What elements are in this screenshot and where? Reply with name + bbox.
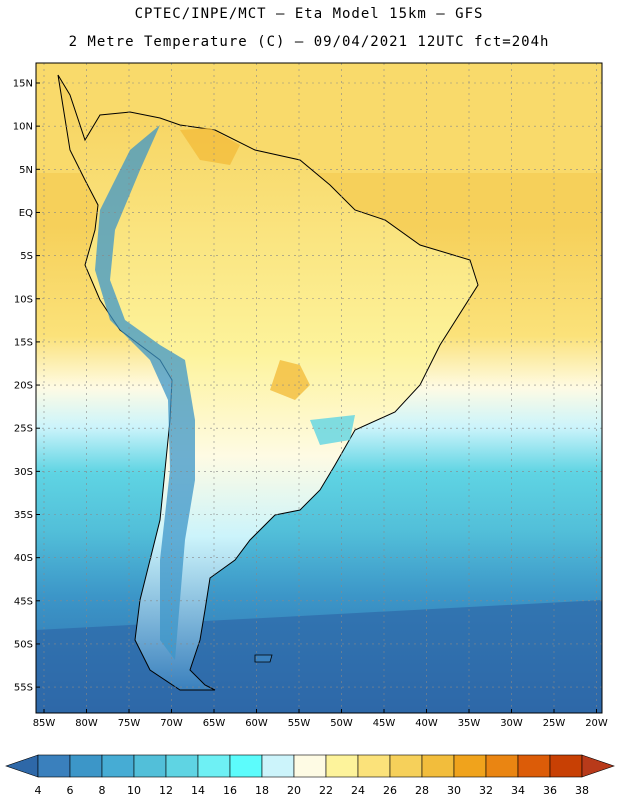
southeast-cool-spot	[310, 415, 355, 445]
lat-label: EQ	[19, 208, 33, 219]
map-area	[36, 63, 602, 713]
colorbar-label: 28	[415, 784, 429, 797]
colorbar-swatch	[485, 754, 519, 778]
colorbar-label: 32	[479, 784, 493, 797]
lon-label: 50W	[330, 718, 353, 729]
colorbar-swatch	[37, 754, 71, 778]
lon-label: 40W	[415, 718, 438, 729]
lat-label: 55S	[14, 683, 33, 694]
lat-label: 25S	[14, 424, 33, 435]
graticule	[36, 63, 602, 713]
lat-label: 10N	[13, 122, 33, 133]
lon-label: 65W	[203, 718, 226, 729]
colorbar-swatch	[69, 754, 103, 778]
colorbar-label: 12	[159, 784, 173, 797]
colorbar-swatch	[101, 754, 135, 778]
lat-label: 45S	[14, 596, 33, 607]
colorbar-label: 10	[127, 784, 141, 797]
lon-label: 75W	[118, 718, 141, 729]
lat-label: 5S	[20, 251, 33, 262]
colorbar-arrow-high	[581, 754, 615, 778]
colorbar-label: 26	[383, 784, 397, 797]
lon-label: 30W	[500, 718, 523, 729]
lat-label: 15N	[13, 79, 33, 90]
lat-label: 50S	[14, 639, 33, 650]
colorbar-swatch	[293, 754, 327, 778]
lon-label: 35W	[458, 718, 481, 729]
colorbar-swatch	[197, 754, 231, 778]
colorbar-label: 36	[543, 784, 557, 797]
colorbar-label: 4	[35, 784, 42, 797]
colorbar: 4 6 8 10 12 14 16 18 20 22 24 26 28 30 32 34 36 38	[5, 754, 615, 797]
colorbar-label: 24	[351, 784, 365, 797]
lat-label: 10S	[14, 294, 33, 305]
title-line-2: 2 Metre Temperature (C) – 09/04/2021 12U…	[68, 34, 550, 50]
colorbar-swatch	[389, 754, 423, 778]
colorbar-swatch	[517, 754, 551, 778]
longitude-axis: 85W 80W 75W 70W 65W 60W 55W 50W 45W 40W 35W 30W 25W 2…	[33, 709, 608, 729]
north-warm-spot	[180, 128, 240, 165]
lon-label: 85W	[33, 718, 56, 729]
colorbar-swatch	[453, 754, 487, 778]
latitude-axis: 15N 10N 5N EQ 5S 10S 15S 20S 25S 30S 35S 40S 45S 50S 5…	[13, 79, 40, 694]
map-frame	[35, 62, 603, 714]
colorbar-swatch	[549, 754, 583, 778]
colorbar-label: 20	[287, 784, 301, 797]
colorbar-swatch	[261, 754, 295, 778]
andes-cold-strip	[95, 125, 195, 660]
colorbar-swatch	[325, 754, 359, 778]
lon-label: 80W	[75, 718, 98, 729]
lat-label: 20S	[14, 381, 33, 392]
central-warm-spot	[270, 360, 310, 400]
lon-label: 45W	[373, 718, 396, 729]
colorbar-label: 6	[67, 784, 74, 797]
colorbar-label: 18	[255, 784, 269, 797]
colorbar-swatch	[165, 754, 199, 778]
colorbar-label: 14	[191, 784, 205, 797]
colorbar-label: 22	[319, 784, 333, 797]
lon-label: 70W	[160, 718, 183, 729]
colorbar-swatch	[133, 754, 167, 778]
colorbar-label: 16	[223, 784, 237, 797]
colorbar-label: 30	[447, 784, 461, 797]
colorbar-swatch	[229, 754, 263, 778]
falkland-islands	[254, 654, 273, 663]
lon-label: 60W	[245, 718, 268, 729]
lat-label: 15S	[14, 337, 33, 348]
colorbar-swatch	[421, 754, 455, 778]
lat-label: 5N	[19, 165, 33, 176]
lat-label: 35S	[14, 510, 33, 521]
colorbar-swatch	[357, 754, 391, 778]
colorbar-label: 8	[99, 784, 106, 797]
lon-label: 55W	[288, 718, 311, 729]
colorbar-arrow-low	[5, 754, 39, 778]
lon-label: 25W	[543, 718, 566, 729]
lon-label: 20W	[585, 718, 608, 729]
lat-label: 30S	[14, 467, 33, 478]
colorbar-label: 38	[575, 784, 589, 797]
title-line-1: CPTEC/INPE/MCT – Eta Model 15km – GFS	[134, 6, 484, 22]
colorbar-label: 34	[511, 784, 525, 797]
lat-label: 40S	[14, 553, 33, 564]
